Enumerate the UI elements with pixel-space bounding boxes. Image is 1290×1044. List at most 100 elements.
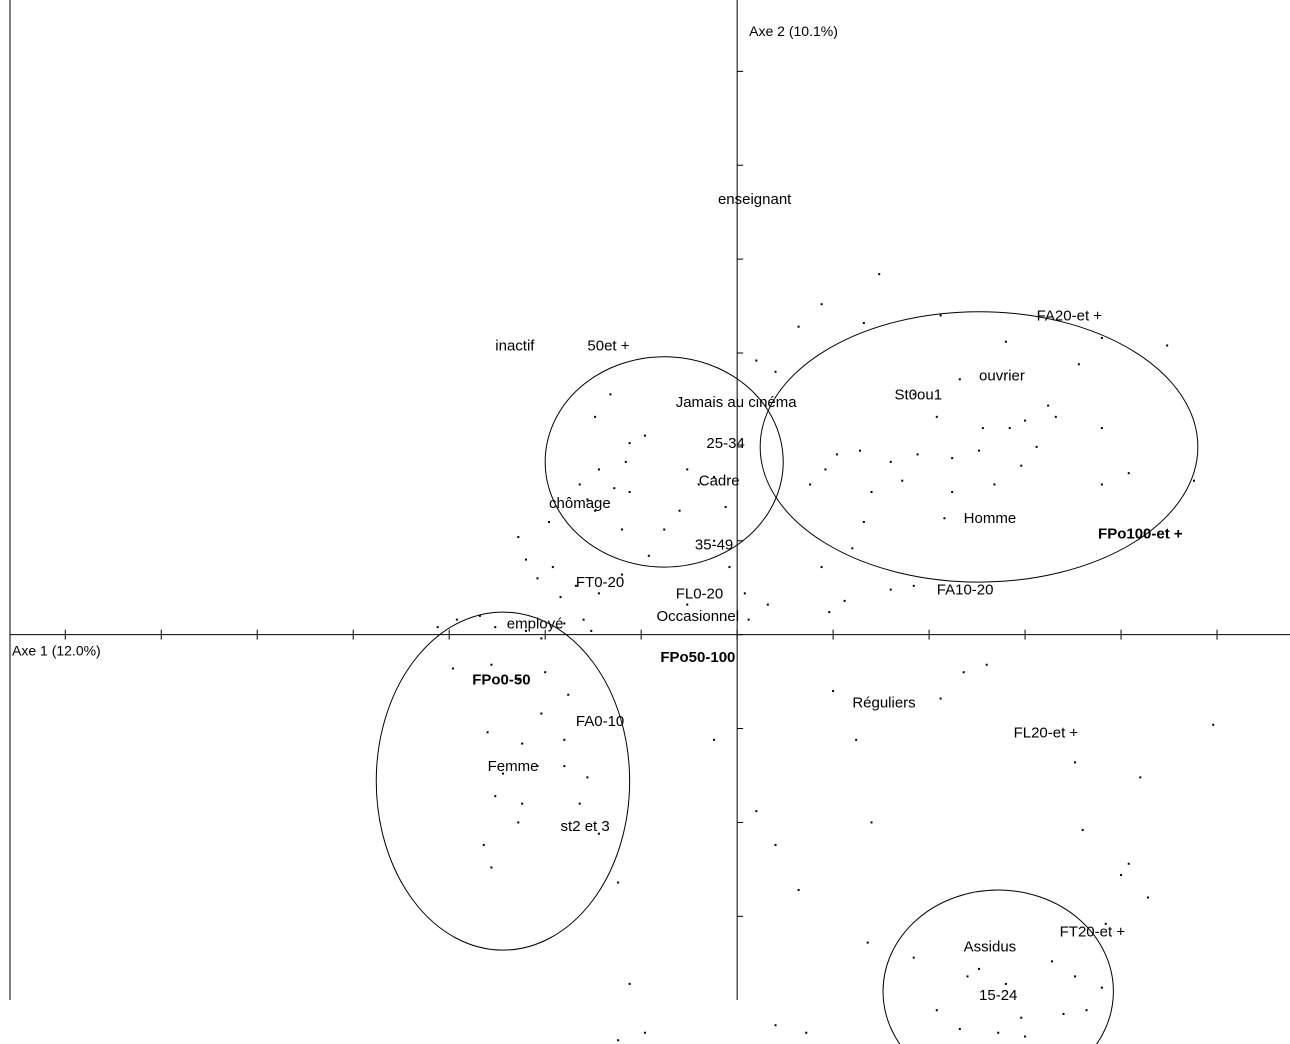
scatter-point [939,697,942,700]
scatter-point [1074,761,1076,764]
scatter-point [563,622,566,625]
scatter-point [1074,975,1076,978]
scatter-point [1100,986,1103,989]
point-label: 35-49 [695,537,733,554]
scatter-point [1020,1016,1023,1019]
x-axis-title: Axe 1 (12.0%) [12,643,101,659]
scatter-point [912,956,915,959]
axes-layer [9,0,1290,1000]
scatter-point [563,738,566,741]
scatter-point [713,738,716,741]
scatter-point [517,678,520,681]
point-label: FA20-et + [1037,307,1103,324]
scatter-point [1139,776,1142,779]
scatter-point [724,618,727,621]
point-label: Assidus [964,938,1017,955]
scatter-point [1120,874,1123,877]
scatter-point [878,273,881,276]
scatter-point [889,460,892,463]
scatter-point [1100,336,1103,339]
point-label: Cadre [699,473,740,490]
scatter-point [663,528,666,531]
scatter-point [962,671,965,674]
scatter-point [617,881,620,884]
ellipse-cluster-right [759,311,1199,583]
ellipse-cluster-lower-right [882,889,1114,1044]
point-label: FPo50-100 [660,649,735,666]
scatter-point [1004,982,1007,985]
scatter-point [590,629,593,632]
point-label: Occasionnel [657,608,740,625]
scatter-point [1008,427,1011,430]
scatter-point [624,460,627,463]
ellipse-cluster-lower-left [375,611,631,951]
scatter-point [912,584,915,587]
scatter-point [958,378,961,381]
scatter-point [494,626,497,629]
point-label: FT20-et + [1060,923,1126,940]
scatter-point [743,592,746,595]
scatter-point [1020,464,1023,467]
scatter-point [628,442,631,445]
scatter-point [774,370,777,373]
point-label: Femme [488,758,539,775]
scatter-point [1127,472,1130,475]
scatter-point [862,321,865,324]
scatter-point [551,566,554,569]
scatter-point [828,611,831,614]
scatter-point [594,509,597,512]
scatter-point [490,866,493,869]
scatter-point [912,393,915,396]
scatter-point [597,468,600,471]
scatter-point [620,573,623,576]
scatter-point [797,325,800,328]
scatter-point [536,765,539,768]
scatter-point [536,577,539,580]
scatter-point [517,821,520,824]
scatter-point [935,1009,938,1012]
scatter-point [1077,363,1080,366]
scatter-point [1081,828,1084,831]
scatter-point [1062,1012,1065,1015]
scatter-point [724,656,727,659]
scatter-point [943,517,946,520]
point-label: FL20-et + [1014,724,1079,741]
scatter-point [958,1027,961,1030]
scatter-point [981,427,984,430]
scatter-point [774,843,777,846]
scatter-point [835,453,838,456]
scatter-point [697,483,700,486]
point-label: Jamais au cinéma [676,394,798,411]
scatter-point [1104,922,1107,925]
scatter-point [563,765,566,768]
point-label: st2 et 3 [561,818,610,835]
scatter-point [1054,415,1057,418]
scatter-point [978,449,981,452]
scatter-point [1212,723,1215,726]
scatter-point [436,626,439,629]
scatter-point [755,810,758,813]
scatter-point [548,521,551,523]
point-label: inactif [495,337,535,354]
scatter-point [1050,960,1053,963]
scatter-point [574,584,577,587]
y-axis-title: Axe 2 (10.1%) [749,23,838,39]
scatter-point [490,663,493,666]
point-label: FL0-20 [676,585,724,602]
scatter-point [951,457,954,460]
scatter-point [620,528,623,531]
point-label: St0ou1 [895,386,943,403]
scatter-point [644,434,646,437]
point-label: FT0-20 [576,574,624,591]
scatter-point [647,554,650,557]
labels-layer: enseignant inactif 50et + FA20-et + ouvrier S… [472,191,1183,1004]
scatter-point [578,802,581,805]
scatter-point [993,483,996,486]
scatter-point [524,629,527,632]
scatter-point [935,415,938,418]
scatter-point [686,603,689,606]
point-label: Homme [964,510,1017,527]
scatter-point [1004,340,1007,343]
scatter-point [870,821,873,824]
scatter-point [494,795,497,798]
